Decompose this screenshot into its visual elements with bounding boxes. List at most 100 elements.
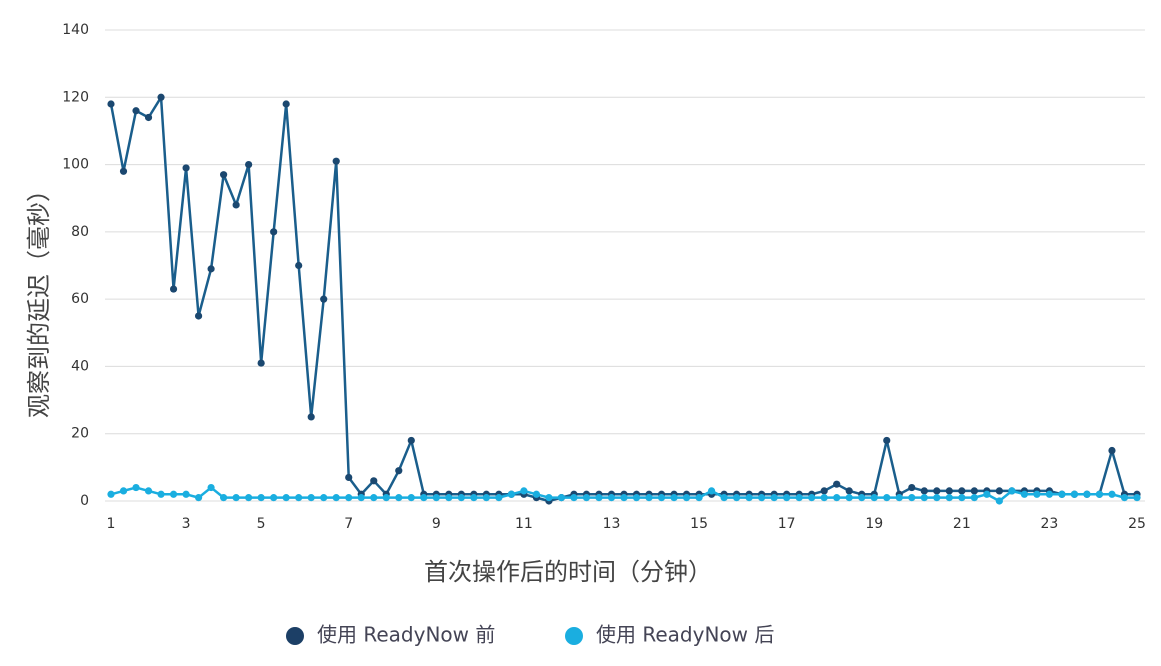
x-tick-label: 11 [515, 516, 533, 532]
data-point [169, 285, 178, 293]
data-point [933, 487, 941, 495]
legend-label: 使用 ReadyNow 后 [596, 623, 774, 647]
x-tick-label: 5 [257, 516, 266, 532]
y-tick-label: 0 [80, 493, 89, 509]
data-point [257, 359, 265, 367]
legend-marker [565, 627, 583, 645]
data-point [1058, 490, 1066, 498]
x-tick-label: 13 [603, 516, 621, 532]
data-point [432, 494, 440, 502]
data-point [1045, 490, 1054, 498]
data-point [445, 494, 453, 502]
data-point [795, 494, 803, 502]
data-point [320, 295, 328, 303]
data-point [920, 494, 928, 502]
data-point [1095, 490, 1104, 498]
data-point [395, 494, 403, 502]
y-axis-title: 观察到的延迟（毫秒） [25, 178, 53, 418]
data-point [707, 487, 716, 495]
legend-label: 使用 ReadyNow 前 [317, 623, 495, 647]
data-point [908, 483, 916, 492]
data-point [245, 494, 253, 502]
data-point [1133, 494, 1141, 502]
data-point [282, 494, 290, 502]
x-tick-label: 21 [953, 516, 971, 532]
data-point [1108, 490, 1116, 498]
data-point [332, 157, 340, 165]
data-point [245, 160, 253, 169]
data-point [945, 494, 953, 502]
data-point [1020, 490, 1028, 498]
data-point [958, 487, 966, 495]
data-point [720, 494, 728, 502]
data-point [770, 494, 778, 502]
data-point [270, 494, 278, 502]
data-point [883, 494, 891, 502]
data-point [257, 494, 265, 502]
data-point [407, 436, 415, 445]
data-point [232, 494, 240, 502]
data-point [958, 494, 966, 502]
data-point [595, 494, 603, 502]
data-point [207, 483, 215, 492]
data-point [883, 436, 891, 445]
data-point [820, 494, 828, 502]
y-tick-label: 120 [62, 89, 89, 105]
data-point [332, 494, 340, 502]
y-tick-label: 140 [62, 22, 89, 38]
data-point [157, 490, 165, 498]
x-tick-label: 19 [865, 516, 883, 532]
data-point [670, 494, 678, 502]
data-point [307, 494, 315, 502]
y-tick-label: 40 [71, 358, 89, 374]
data-point [395, 467, 403, 475]
data-point [220, 171, 228, 179]
data-point [295, 494, 303, 502]
data-point [157, 93, 165, 101]
data-point [620, 494, 628, 502]
data-point [420, 494, 428, 502]
data-point [870, 494, 878, 502]
data-point [945, 487, 953, 495]
data-point [282, 100, 290, 108]
data-point [733, 494, 741, 502]
data-point [645, 494, 653, 502]
data-point [695, 494, 703, 502]
x-tick-label: 23 [1041, 516, 1059, 532]
data-point [107, 490, 115, 498]
data-point [1083, 490, 1091, 498]
data-point [232, 201, 240, 209]
x-tick-label: 7 [344, 516, 353, 532]
x-tick-label: 15 [690, 516, 708, 532]
x-tick-label: 25 [1128, 516, 1146, 532]
data-point [144, 487, 153, 495]
data-point [1070, 490, 1079, 498]
data-point [1008, 487, 1016, 495]
x-tick-label: 1 [107, 516, 116, 532]
data-point [1108, 446, 1116, 455]
data-point [470, 494, 478, 502]
data-point [983, 490, 991, 498]
data-point [808, 494, 816, 502]
data-point [194, 494, 203, 502]
data-point [407, 494, 415, 502]
data-point [570, 494, 578, 502]
y-tick-label: 80 [71, 224, 89, 240]
data-point [995, 487, 1003, 495]
data-point [295, 261, 303, 270]
data-point [520, 487, 528, 495]
data-point [382, 494, 390, 502]
data-point [970, 494, 978, 502]
data-point [132, 107, 140, 115]
data-point [758, 494, 766, 502]
data-point [833, 480, 841, 488]
data-point [207, 265, 215, 273]
data-point [557, 494, 566, 502]
data-point [182, 490, 190, 498]
y-tick-label: 20 [71, 426, 89, 442]
data-point [345, 494, 353, 502]
x-tick-label: 3 [182, 516, 191, 532]
x-axis-title: 首次操作后的时间（分钟） [424, 558, 712, 586]
data-point [607, 494, 616, 502]
